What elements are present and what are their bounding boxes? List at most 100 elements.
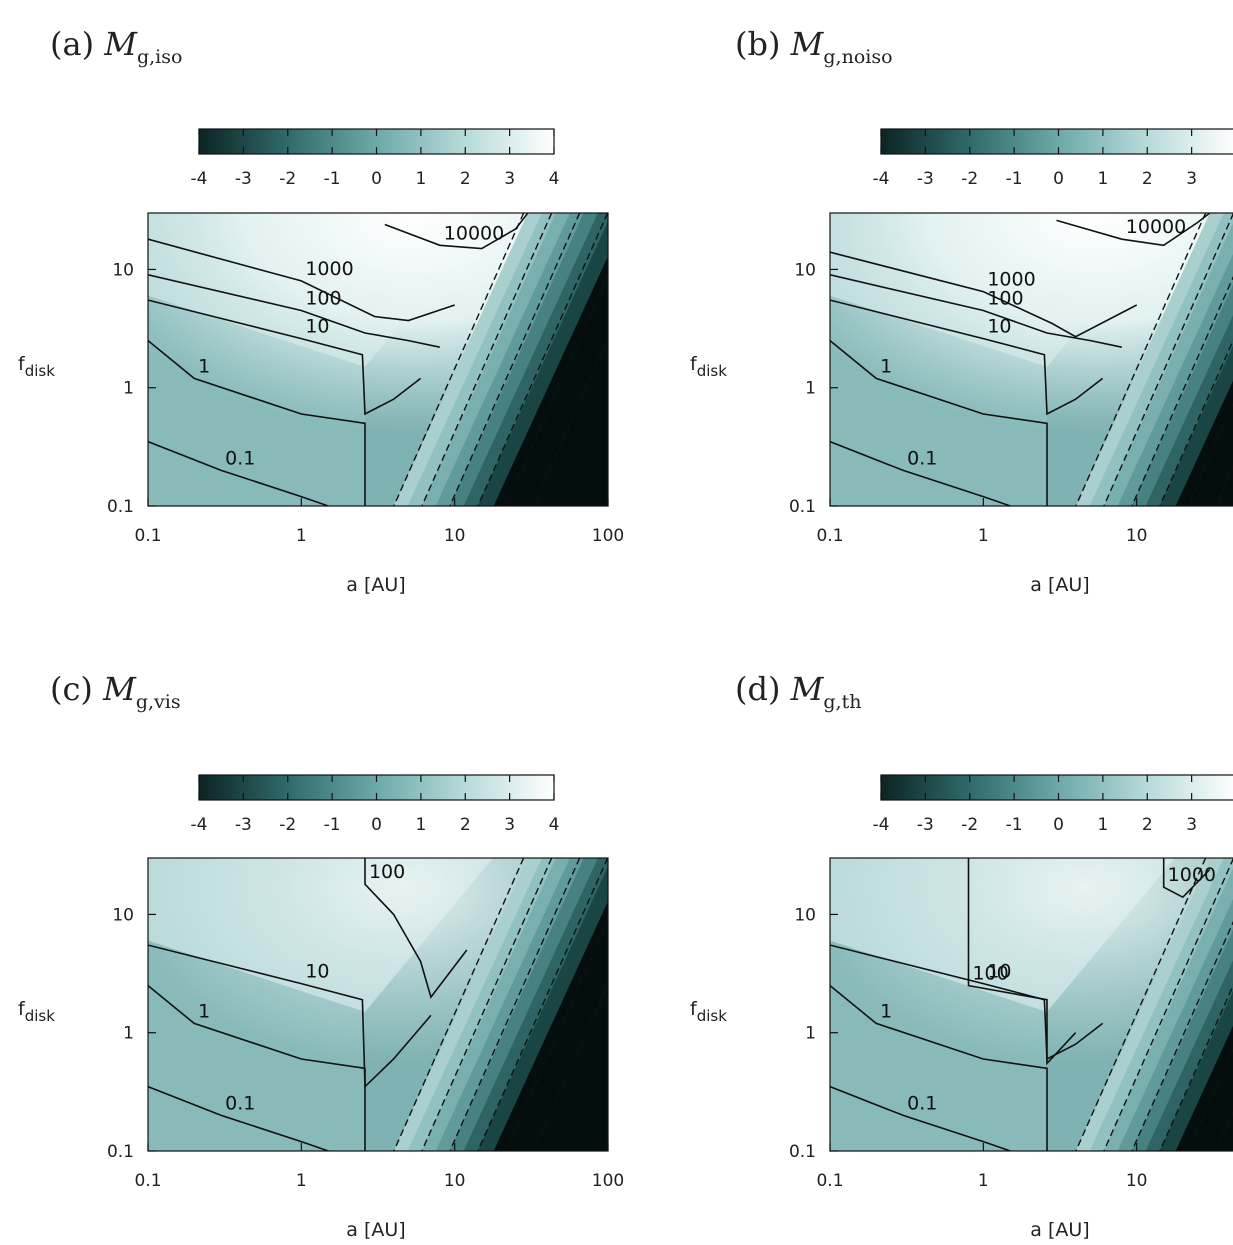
colorbar-tick-label: 1 [415, 815, 426, 835]
colorbar-tick-label: -2 [279, 169, 296, 189]
contour-dashed [1103, 213, 1233, 506]
contour-dashed [393, 213, 525, 506]
x-tick-label: 1 [978, 526, 989, 546]
x-axis-label: a [AU] [346, 574, 405, 596]
contour-line [148, 339, 366, 506]
x-tick-label: 1 [978, 1171, 989, 1191]
chart-panel-0: (a) Mg,iso-4 -3 -2 -1 0 1 2 3 40.111010010001000… [18, 25, 624, 596]
colorbar-tick-label: 0 [1053, 815, 1064, 835]
y-axis-label: fdisk [18, 353, 55, 380]
contour-line [1162, 858, 1211, 899]
colorbar-tick-label: -3 [235, 169, 252, 189]
contour-dashed [1159, 984, 1233, 1151]
x-tick-label: 1 [296, 526, 307, 546]
x-tick-label: 10 [444, 1171, 466, 1191]
contour-line [148, 984, 366, 1151]
panel-title: (c) Mg,vis [50, 670, 181, 713]
colorbar-tick-label: -2 [961, 169, 978, 189]
contour-dashed [533, 336, 608, 506]
contour-dashed [1131, 920, 1233, 1151]
contour-line [830, 274, 1122, 348]
contour-label: 10 [305, 316, 329, 338]
contour-line [830, 299, 1104, 416]
colorbar-tick-label: -4 [191, 815, 208, 835]
contour-line [384, 213, 529, 250]
contour-dashed [421, 213, 553, 506]
contour-dashed [393, 858, 525, 1151]
contour-line [148, 299, 422, 416]
x-tick-label: 10 [1126, 526, 1148, 546]
heatmap-band-7 [1175, 1025, 1233, 1151]
x-tick-label: 0.1 [134, 526, 161, 546]
y-tick-label: 1 [123, 1024, 134, 1044]
contour-label: 10000 [444, 222, 504, 244]
colorbar-tick-label: 1 [1097, 169, 1108, 189]
colorbar-tick-label: 4 [549, 169, 560, 189]
colorbar-tick-label: -1 [324, 815, 341, 835]
heatmap-band-7 [493, 901, 608, 1151]
contour-line [830, 251, 1138, 338]
colorbar-tick-label: 0 [1053, 169, 1064, 189]
y-tick-label: 0.1 [789, 497, 816, 517]
x-tick-label: 10 [444, 526, 466, 546]
contour-dashed [449, 213, 581, 506]
colorbar-tick-label: 0 [371, 169, 382, 189]
colorbar-tick-label: -1 [324, 169, 341, 189]
contour-dashed [449, 858, 581, 1151]
contour-label: 1 [880, 355, 892, 377]
contour-line [364, 858, 468, 999]
y-tick-label: 0.1 [789, 1142, 816, 1162]
panel-title: (d) Mg,th [735, 670, 861, 713]
x-tick-label: 0.1 [816, 1171, 843, 1191]
panel-title: (b) Mg,noiso [735, 25, 893, 68]
y-axis-label: fdisk [18, 998, 55, 1025]
contour-dashed [1187, 402, 1233, 506]
colorbar-tick-label: -1 [1006, 815, 1023, 835]
contour-line [830, 984, 1048, 1151]
contour-line [148, 440, 329, 506]
plot-frame [147, 212, 609, 507]
contour-line [830, 944, 1104, 1061]
contour-label: 100 [987, 287, 1023, 309]
y-tick-label: 10 [112, 260, 134, 280]
y-tick-label: 10 [794, 260, 816, 280]
x-axis-label: a [AU] [346, 1219, 405, 1241]
chart-panel-1: (b) Mg,noiso-4 -3 -2 -1 0 1 2 30.11101001000100… [690, 25, 1233, 596]
colorbar-tick-label: 1 [1097, 815, 1108, 835]
contour-dashed [477, 213, 608, 506]
contour-label: 1000 [987, 269, 1035, 291]
x-tick-label: 1 [296, 1171, 307, 1191]
contour-dashed [421, 858, 553, 1151]
colorbar-tick-label: 3 [504, 169, 515, 189]
contour-dashed [1187, 1047, 1233, 1151]
colorbar-tick-label: 3 [1186, 815, 1197, 835]
colorbar-tick-label: 2 [460, 169, 471, 189]
contour-line [830, 1085, 1011, 1151]
colorbar [880, 128, 1233, 155]
contour-label: 0.1 [907, 1092, 937, 1114]
colorbar-tick-label: 4 [549, 815, 560, 835]
panel-title: (a) Mg,iso [50, 25, 182, 68]
contour-line [148, 944, 432, 1089]
contour-line [148, 238, 455, 322]
contour-label: 10 [987, 961, 1011, 983]
y-tick-label: 1 [805, 1024, 816, 1044]
contour-dashed [1075, 213, 1207, 506]
plot-frame [829, 857, 1233, 1152]
contour-dashed [1103, 858, 1233, 1151]
contour-line [830, 440, 1011, 506]
y-tick-label: 0.1 [107, 497, 134, 517]
contour-dashed [505, 273, 608, 506]
colorbar-tick-label: -1 [1006, 169, 1023, 189]
colorbar-tick-label: 3 [504, 815, 515, 835]
heatmap-band-7 [1175, 380, 1233, 506]
colorbar-tick-label: 0 [371, 815, 382, 835]
colorbar-tick-label: 3 [1186, 169, 1197, 189]
contour-label: 0.1 [225, 1092, 255, 1114]
y-axis-label: fdisk [690, 998, 727, 1025]
